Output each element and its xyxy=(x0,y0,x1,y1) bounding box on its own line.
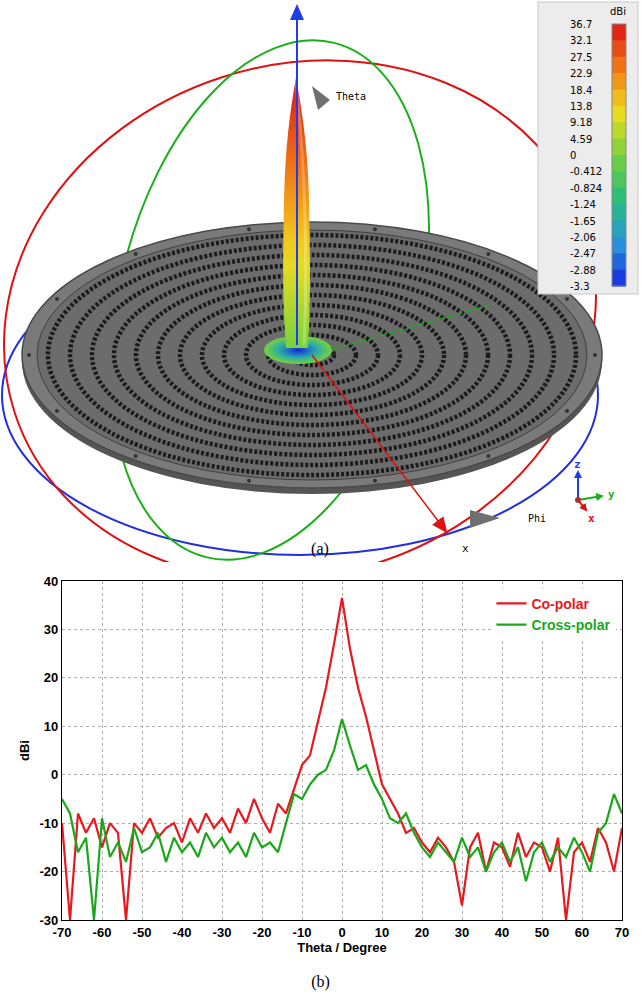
svg-text:70: 70 xyxy=(615,925,629,940)
svg-text:Co-polar: Co-polar xyxy=(531,596,589,612)
svg-text:Theta / Degree: Theta / Degree xyxy=(297,940,387,955)
svg-text:Phi: Phi xyxy=(528,513,546,524)
svg-text:-50: -50 xyxy=(133,925,152,940)
svg-text:60: 60 xyxy=(575,925,589,940)
svg-text:-30: -30 xyxy=(40,913,59,928)
svg-text:13.8: 13.8 xyxy=(570,101,592,112)
svg-text:Theta: Theta xyxy=(336,91,366,102)
svg-text:32.1: 32.1 xyxy=(570,35,592,46)
svg-text:z: z xyxy=(574,458,581,471)
svg-text:-0.412: -0.412 xyxy=(570,166,602,177)
svg-text:18.4: 18.4 xyxy=(570,85,592,96)
svg-text:(a): (a) xyxy=(311,540,329,558)
svg-text:50: 50 xyxy=(535,925,549,940)
svg-text:x: x xyxy=(462,542,469,555)
svg-text:-0.824: -0.824 xyxy=(570,183,602,194)
svg-text:dBi: dBi xyxy=(610,6,626,17)
svg-text:30: 30 xyxy=(455,925,469,940)
svg-text:36.7: 36.7 xyxy=(570,19,592,30)
svg-text:40: 40 xyxy=(495,925,509,940)
svg-text:-2.88: -2.88 xyxy=(570,265,596,276)
svg-text:0: 0 xyxy=(570,150,576,161)
svg-text:-1.65: -1.65 xyxy=(570,216,596,227)
svg-text:-30: -30 xyxy=(213,925,232,940)
svg-text:-2.06: -2.06 xyxy=(570,232,596,243)
svg-text:10: 10 xyxy=(44,719,58,734)
svg-text:20: 20 xyxy=(415,925,429,940)
html-text:(b): (b) xyxy=(311,973,330,990)
svg-text:0: 0 xyxy=(51,767,58,782)
svg-text:dBi: dBi xyxy=(17,740,32,761)
svg-text:27.5: 27.5 xyxy=(570,52,592,63)
svg-text:-1.24: -1.24 xyxy=(570,199,596,210)
svg-text:0: 0 xyxy=(338,925,345,940)
svg-text:20: 20 xyxy=(44,670,58,685)
svg-text:22.9: 22.9 xyxy=(570,68,592,79)
svg-text:40: 40 xyxy=(44,574,58,589)
svg-text:-10: -10 xyxy=(40,816,59,831)
svg-text:-60: -60 xyxy=(93,925,112,940)
svg-text:-2.47: -2.47 xyxy=(570,248,596,259)
svg-text:9.18: 9.18 xyxy=(570,117,592,128)
svg-text:x: x xyxy=(588,512,595,525)
svg-text:y: y xyxy=(608,488,615,501)
svg-text:-3.3: -3.3 xyxy=(570,281,590,292)
svg-text:-40: -40 xyxy=(173,925,192,940)
svg-text:-20: -20 xyxy=(253,925,272,940)
svg-text:-10: -10 xyxy=(293,925,312,940)
svg-text:30: 30 xyxy=(44,622,58,637)
svg-text:-20: -20 xyxy=(40,864,59,879)
svg-text:10: 10 xyxy=(375,925,389,940)
svg-text:-70: -70 xyxy=(53,925,72,940)
svg-text:Cross-polar: Cross-polar xyxy=(531,617,610,633)
svg-text:4.59: 4.59 xyxy=(570,134,592,145)
